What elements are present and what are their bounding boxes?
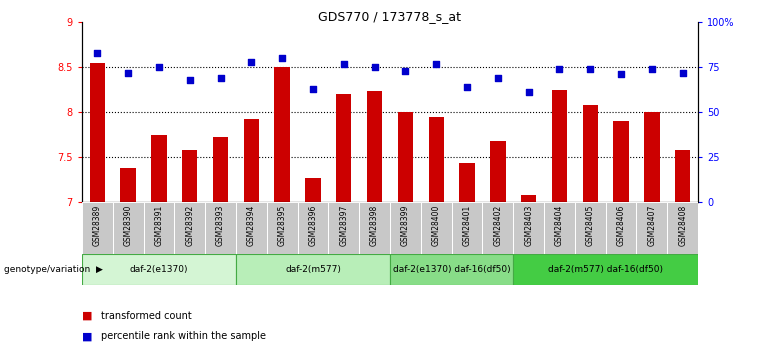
Bar [482,202,513,254]
Text: percentile rank within the sample: percentile rank within the sample [101,332,267,341]
Text: transformed count: transformed count [101,311,192,321]
Bar [174,202,205,254]
Text: daf-2(m577) daf-16(df50): daf-2(m577) daf-16(df50) [548,265,663,274]
Point [584,66,597,72]
Point [183,77,196,82]
Bar [521,195,537,202]
Bar [551,90,567,202]
Point [523,90,535,95]
Bar [667,202,698,254]
Point [245,59,257,65]
Bar [120,168,136,202]
Text: GSM28389: GSM28389 [93,204,102,246]
Bar [644,112,660,202]
Text: ■: ■ [82,332,92,341]
Point [676,70,689,76]
Bar [636,202,667,254]
Bar [236,254,390,285]
Text: genotype/variation  ▶: genotype/variation ▶ [4,265,103,274]
Bar [359,202,390,254]
Bar [213,137,229,202]
Bar [144,202,174,254]
Point [276,56,289,61]
Bar [328,202,359,254]
Point [491,75,504,81]
Bar [182,150,197,202]
Text: GSM28401: GSM28401 [463,204,472,246]
Text: GSM28403: GSM28403 [524,204,534,246]
Text: GSM28402: GSM28402 [493,204,502,246]
Point [153,65,165,70]
Bar [613,121,629,202]
Text: GSM28399: GSM28399 [401,204,410,246]
Point [215,75,227,81]
Text: daf-2(e1370): daf-2(e1370) [129,265,188,274]
Text: GSM28393: GSM28393 [216,204,225,246]
Text: GSM28395: GSM28395 [278,204,287,246]
Bar [205,202,236,254]
Bar [82,202,112,254]
Text: ■: ■ [82,311,92,321]
Point [615,72,627,77]
Bar [151,135,167,202]
Point [338,61,350,67]
Text: GSM28405: GSM28405 [586,204,595,246]
Text: GSM28408: GSM28408 [678,204,687,246]
Bar [575,202,606,254]
Point [430,61,442,67]
Text: GSM28390: GSM28390 [123,204,133,246]
Text: GSM28394: GSM28394 [246,204,256,246]
Bar [336,94,352,202]
Bar [267,202,298,254]
Bar [243,119,259,202]
Bar [390,202,421,254]
Bar [236,202,267,254]
Bar [675,150,690,202]
Text: daf-2(e1370) daf-16(df50): daf-2(e1370) daf-16(df50) [393,265,510,274]
Bar [398,112,413,202]
Bar [90,63,105,202]
Bar [583,105,598,202]
Point [368,65,381,70]
Point [91,50,104,56]
Point [399,68,412,73]
Bar [390,254,513,285]
Bar [605,202,636,254]
Point [307,86,319,91]
Bar [275,67,290,202]
Text: daf-2(m577): daf-2(m577) [285,265,341,274]
Point [122,70,134,76]
Bar [452,202,482,254]
Text: GSM28397: GSM28397 [339,204,349,246]
Bar [513,202,544,254]
Text: GSM28406: GSM28406 [616,204,626,246]
Bar [490,141,505,202]
Text: GSM28392: GSM28392 [185,204,194,246]
Bar [298,202,328,254]
Bar [421,202,452,254]
Point [461,84,473,90]
Bar [112,202,144,254]
Bar [513,254,698,285]
Bar [544,202,575,254]
Text: GSM28400: GSM28400 [431,204,441,246]
Text: GSM28396: GSM28396 [308,204,317,246]
Bar [367,91,382,202]
Bar [82,254,236,285]
Bar [305,178,321,202]
Bar [459,163,475,202]
Text: GDS770 / 173778_s_at: GDS770 / 173778_s_at [318,10,462,23]
Point [646,66,658,72]
Text: GSM28391: GSM28391 [154,204,164,246]
Text: GSM28398: GSM28398 [370,204,379,246]
Text: GSM28404: GSM28404 [555,204,564,246]
Point [553,66,566,72]
Text: GSM28407: GSM28407 [647,204,657,246]
Bar [428,117,444,202]
